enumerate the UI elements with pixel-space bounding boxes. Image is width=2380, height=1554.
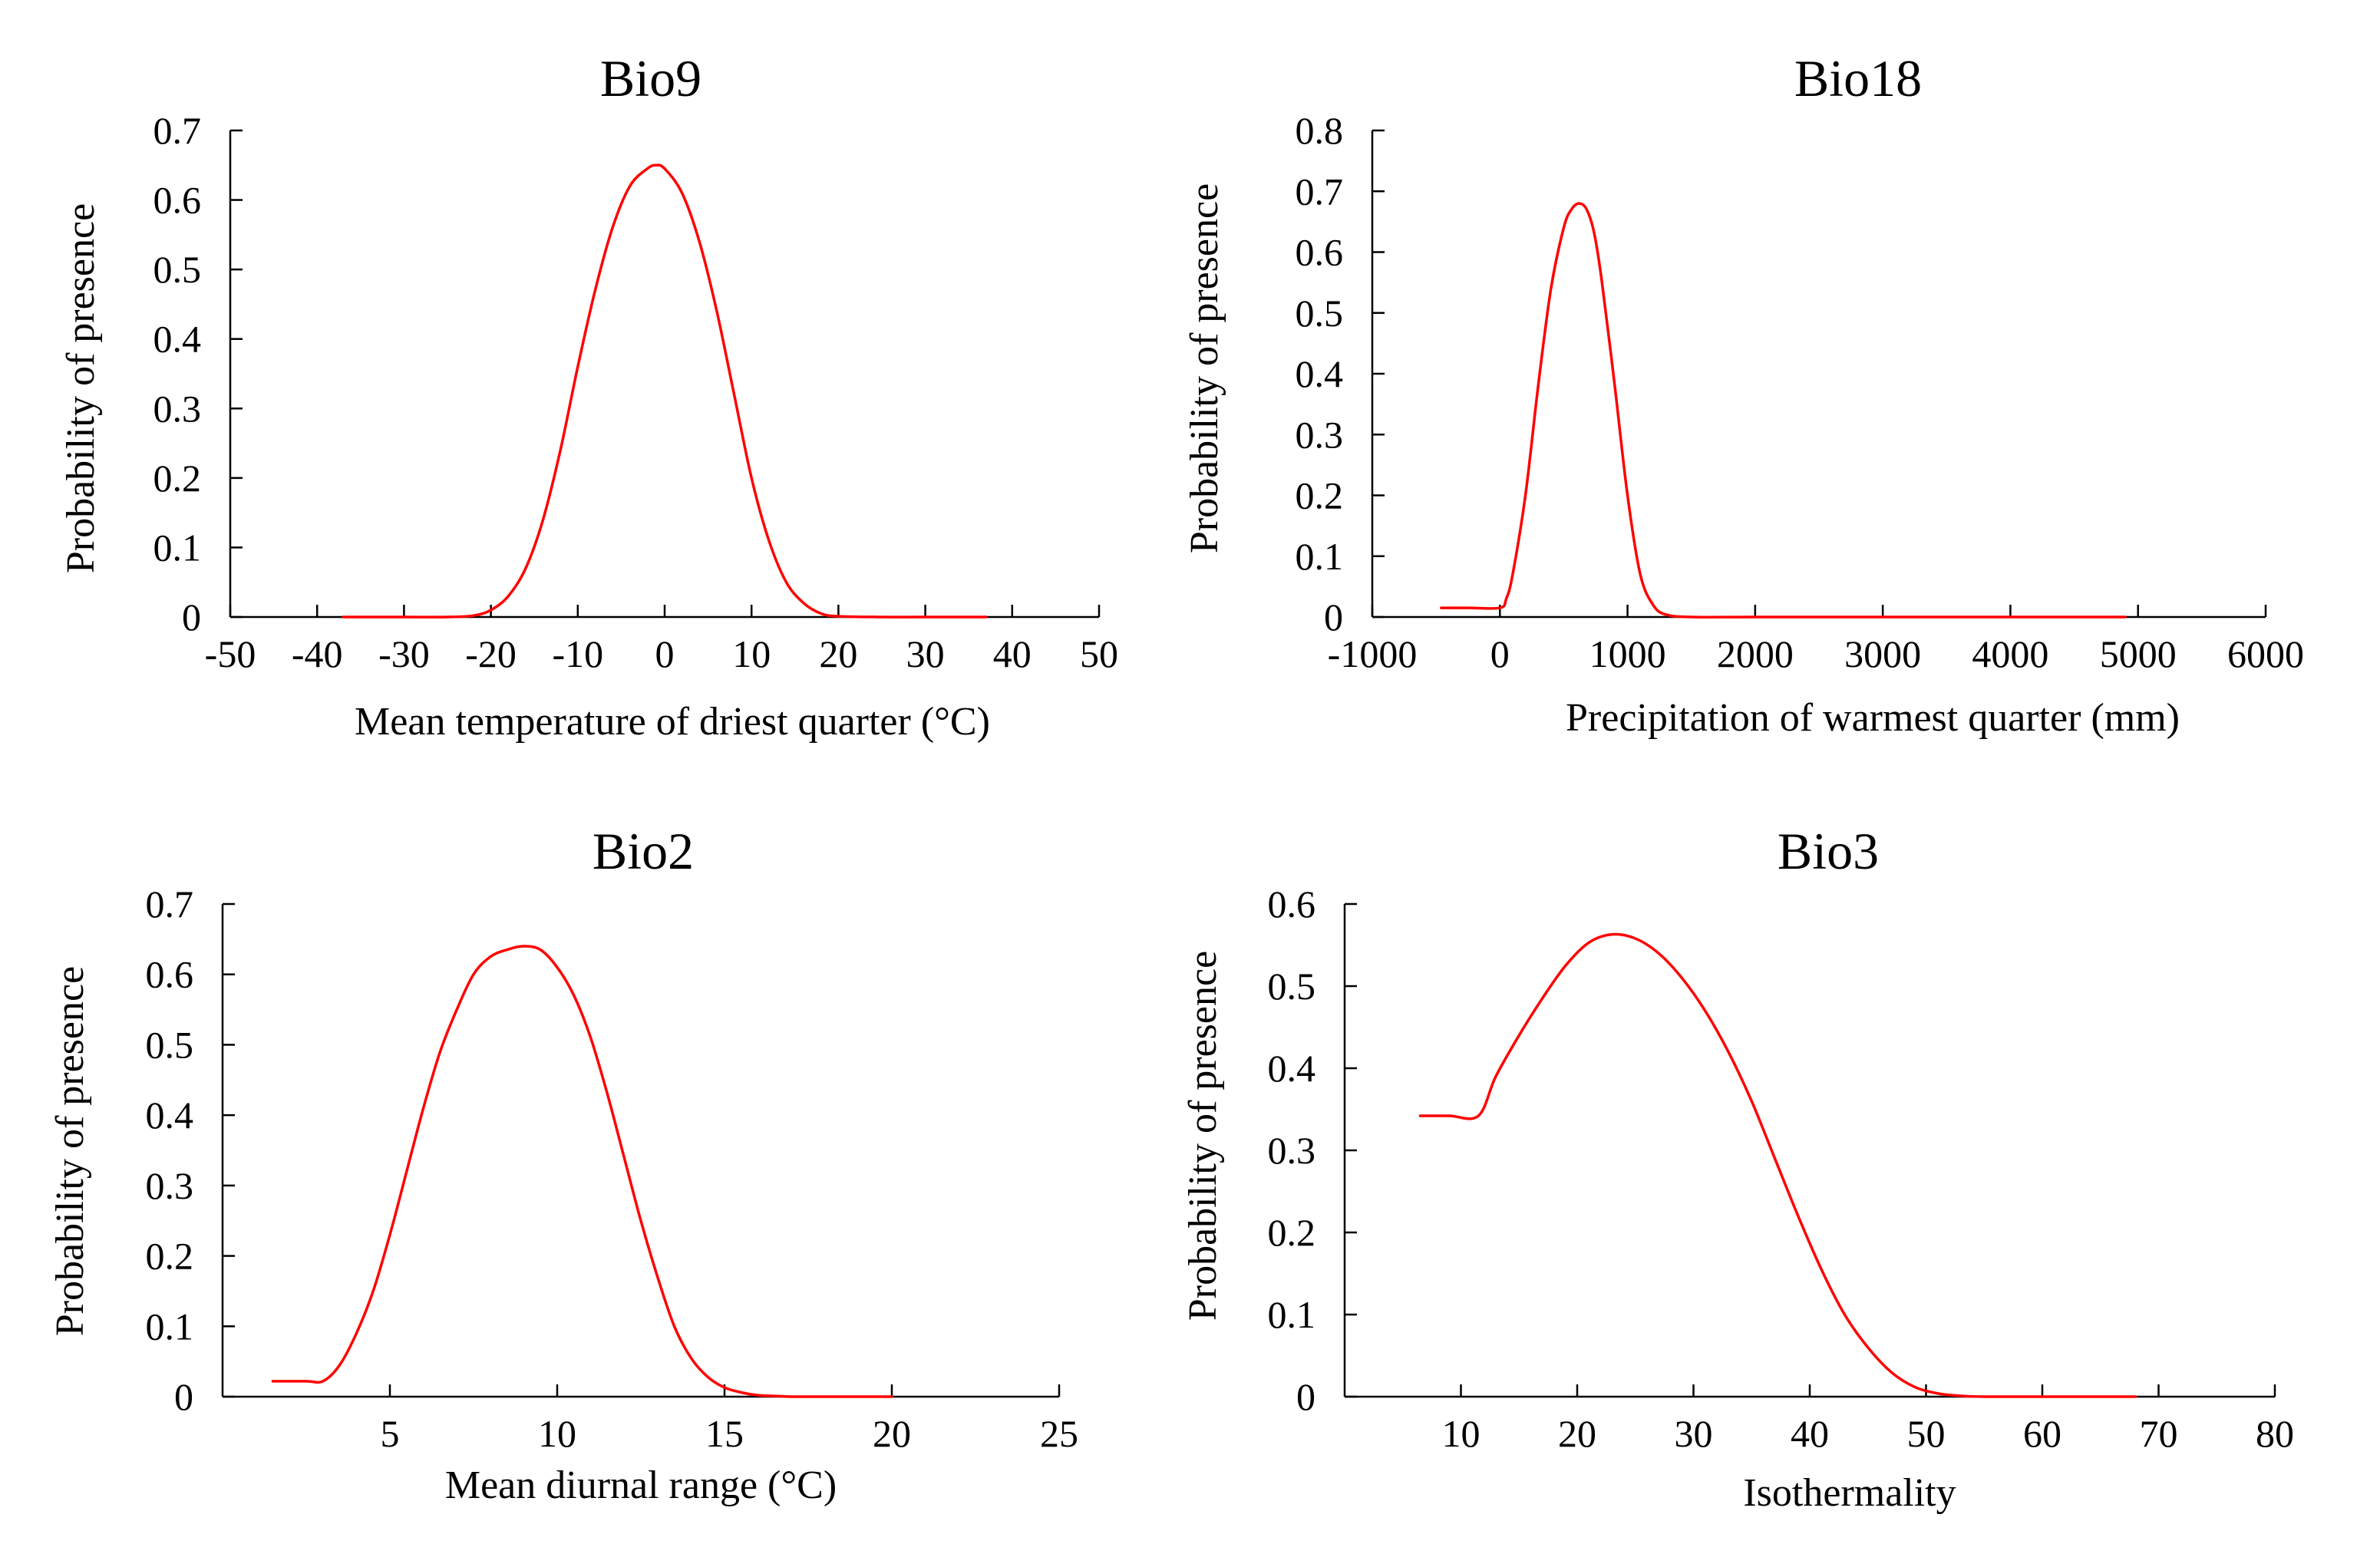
y-axis-label: Probability of presence <box>1183 183 1226 553</box>
y-axis-label: Probability of presence <box>59 203 103 573</box>
x-tick-label: 10 <box>1442 1412 1480 1455</box>
x-tick-label: 70 <box>2140 1412 2178 1455</box>
y-tick-label: 0.1 <box>1268 1293 1316 1336</box>
y-tick-label: 0.4 <box>1296 352 1344 395</box>
y-tick-label: 0.2 <box>153 457 202 500</box>
x-tick-label: 50 <box>1907 1412 1946 1455</box>
y-tick-label: 0.3 <box>153 387 202 430</box>
y-tick-label: 0.4 <box>153 318 202 361</box>
x-tick-label: -1000 <box>1328 632 1418 675</box>
y-tick-label: 0.6 <box>1268 883 1316 925</box>
x-axis-label: Isothermality <box>1743 1471 1956 1515</box>
series-line <box>1418 932 2137 1398</box>
x-tick-label: 40 <box>1791 1412 1829 1455</box>
chart-bio9: Bio9 Probability of presence Mean temper… <box>59 49 1118 744</box>
x-tick-label: 30 <box>906 632 945 675</box>
y-tick-label: 0.8 <box>1296 109 1344 152</box>
y-tick-label: 0.1 <box>153 526 202 569</box>
y-tick-label: 0.2 <box>1268 1211 1316 1254</box>
y-tick-label: 0.6 <box>1296 231 1344 274</box>
x-tick-label: -20 <box>465 632 517 675</box>
chart-title: Bio18 <box>1794 49 1922 107</box>
x-tick-label: 50 <box>1080 632 1118 675</box>
x-tick-label: 0 <box>655 632 675 675</box>
x-tick-label: 6000 <box>2227 632 2304 675</box>
x-tick-label: 4000 <box>1972 632 2048 675</box>
x-axis-label: Mean diurnal range (°C) <box>445 1463 837 1507</box>
x-tick-label: -10 <box>552 632 603 675</box>
x-tick-label: 10 <box>732 632 771 675</box>
y-tick-label: 0.7 <box>1296 170 1344 213</box>
y-tick-label: 0.6 <box>153 179 202 222</box>
x-tick-label: 30 <box>1675 1412 1713 1455</box>
x-tick-label: 5 <box>381 1412 400 1455</box>
y-tick-label: 0.5 <box>153 248 202 291</box>
x-tick-label: 15 <box>705 1412 744 1455</box>
chart-bio2: Bio2 Probability of presence Mean diurna… <box>48 822 1078 1507</box>
y-tick-label: 0.4 <box>146 1094 194 1137</box>
x-tick-label: 25 <box>1040 1412 1078 1455</box>
chart-title: Bio3 <box>1778 822 1879 880</box>
y-tick-label: 0.3 <box>146 1164 194 1207</box>
y-tick-label: 0.4 <box>1268 1047 1316 1090</box>
chart-bio18: Bio18 Probability of presence Precipitat… <box>1183 49 2304 740</box>
x-tick-label: 20 <box>1558 1412 1596 1455</box>
y-tick-label: 0.6 <box>146 953 194 996</box>
y-tick-label: 0 <box>174 1375 193 1418</box>
x-tick-label: 60 <box>2023 1412 2061 1455</box>
series-line <box>1440 202 2127 619</box>
series-line <box>342 163 988 619</box>
y-tick-label: 0.2 <box>146 1235 194 1278</box>
y-tick-label: 0.5 <box>146 1023 194 1066</box>
chart-title: Bio9 <box>600 49 701 107</box>
x-tick-label: 10 <box>538 1412 576 1455</box>
x-tick-label: 0 <box>1490 632 1510 675</box>
y-tick-label: 0 <box>1324 596 1343 638</box>
x-tick-label: -50 <box>205 632 256 675</box>
x-tick-label: 3000 <box>1844 632 1921 675</box>
x-tick-label: 20 <box>819 632 857 675</box>
x-tick-label: 2000 <box>1717 632 1794 675</box>
chart-bio3: Bio3 Probability of presence Isothermali… <box>1181 822 2294 1515</box>
y-tick-label: 0 <box>182 596 201 638</box>
x-tick-label: 80 <box>2256 1412 2294 1455</box>
y-tick-label: 0.2 <box>1296 474 1344 517</box>
y-tick-label: 0.5 <box>1296 292 1344 335</box>
x-axis-label: Precipitation of warmest quarter (mm) <box>1566 696 2180 740</box>
x-tick-label: -30 <box>378 632 430 675</box>
y-tick-label: 0.5 <box>1268 965 1316 1008</box>
x-tick-label: 1000 <box>1589 632 1666 675</box>
x-axis-label: Mean temperature of driest quarter (°C) <box>355 700 990 744</box>
y-tick-label: 0.3 <box>1296 413 1344 456</box>
y-tick-label: 0.3 <box>1268 1129 1316 1172</box>
chart-title: Bio2 <box>593 822 694 880</box>
y-tick-label: 0.1 <box>146 1305 194 1348</box>
y-tick-label: 0.7 <box>146 883 194 925</box>
y-tick-label: 0.1 <box>1296 535 1344 578</box>
y-axis-label: Probability of presence <box>1181 951 1225 1321</box>
y-tick-label: 0.7 <box>153 109 202 152</box>
x-tick-label: 40 <box>993 632 1032 675</box>
x-tick-label: 20 <box>873 1412 911 1455</box>
y-tick-label: 0 <box>1296 1375 1315 1418</box>
series-line <box>271 945 893 1398</box>
x-tick-label: 5000 <box>2100 632 2177 675</box>
y-axis-label: Probability of presence <box>48 966 92 1336</box>
x-tick-label: -40 <box>292 632 343 675</box>
